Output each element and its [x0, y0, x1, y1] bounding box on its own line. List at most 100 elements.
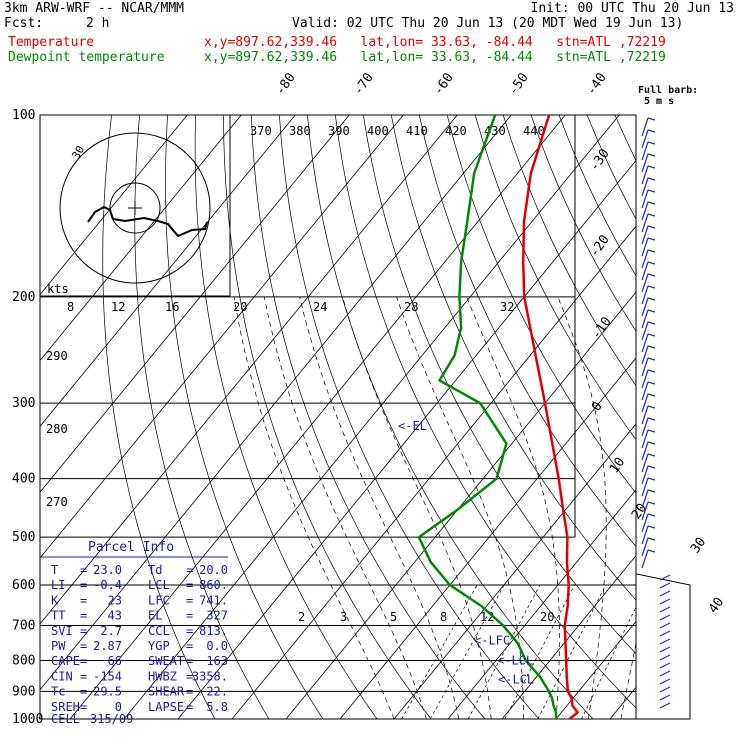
wind-barb — [641, 441, 649, 461]
wind-barb — [659, 694, 671, 701]
wind-barb — [641, 477, 649, 497]
wind-barb — [641, 513, 649, 533]
wind-barb — [641, 177, 649, 197]
parcel-info-panel: Parcel Info T = 23.0 Td = 20.0 LI = -0.4 LCL = 860. K… — [40, 540, 228, 726]
isotherm-label: -50 — [506, 70, 532, 98]
dry-adiabat — [474, 115, 636, 441]
parcel-equals: = — [80, 685, 87, 699]
init-time: Init: 00 UTC Thu 20 Jun 13 — [530, 1, 735, 16]
dry-adiabat — [390, 115, 636, 601]
level-marker: <-EL — [398, 419, 427, 433]
pressure-label: 200 — [12, 290, 35, 305]
wind-barb — [641, 369, 649, 389]
moist-adiabat — [620, 641, 636, 719]
mixing-ratio-line — [401, 584, 478, 719]
wind-barb — [641, 345, 649, 365]
moist-adiabat — [233, 296, 395, 719]
wind-barb-flag — [647, 117, 656, 121]
hodograph-ring-label: 30 — [69, 144, 87, 162]
parcel-equals: = — [186, 669, 193, 683]
forecast-hours: 2 h — [86, 16, 110, 31]
wind-barb — [641, 333, 649, 353]
parcel-value: -154 — [93, 669, 122, 683]
wind-barb-flag — [647, 201, 656, 205]
theta-label: 290 — [46, 349, 68, 363]
wind-barb — [659, 590, 671, 597]
wind-barb — [641, 141, 649, 161]
parcel-value: 315/09 — [90, 712, 133, 726]
wind-barb-flag — [647, 297, 656, 301]
parcel-equals: = — [80, 593, 87, 607]
mixing-ratio-line — [467, 584, 541, 719]
parcel-label: CELL — [51, 712, 80, 726]
isotherm — [40, 115, 350, 493]
mixing-ratio-line — [537, 584, 606, 719]
wind-barb — [641, 429, 649, 449]
wind-barb-flag — [647, 453, 656, 457]
theta-label: 280 — [46, 422, 68, 436]
isotherm-label: -30 — [587, 146, 613, 174]
wind-barb-flag — [647, 177, 656, 181]
isotherm — [40, 115, 458, 625]
temperature-location: x,y=897.62,339.46 lat,lon= 33.63, -84.44… — [204, 35, 666, 50]
parcel-label: LCL — [148, 578, 170, 592]
parcel-label: SHEAR — [148, 685, 185, 699]
wind-barb-flag — [647, 321, 656, 325]
speed-label: 12 — [111, 300, 125, 314]
isotherm-label: -70 — [351, 70, 377, 98]
wind-barb — [641, 321, 649, 341]
parcel-equals: = — [186, 609, 193, 623]
wind-barb-flag — [647, 309, 656, 313]
isotherm-label: 40 — [706, 595, 727, 616]
isotherm — [447, 489, 636, 719]
isotherm — [718, 115, 740, 719]
wind-barb-flag — [647, 153, 656, 157]
wind-barb-flag — [647, 429, 656, 433]
pressure-label: 400 — [12, 472, 35, 487]
parcel-value: 2.87 — [93, 639, 122, 653]
isotherm-label: 10 — [607, 455, 628, 476]
parcel-title: Parcel Info — [88, 540, 174, 555]
isotherm — [609, 686, 636, 719]
wind-barb — [659, 582, 671, 589]
dry-adiabat — [223, 115, 432, 719]
speed-label: 24 — [313, 300, 327, 314]
parcel-label: LI — [51, 578, 65, 592]
dry-adiabat — [446, 115, 636, 494]
parcel-equals: = — [186, 578, 193, 592]
parcel-equals: = — [186, 685, 193, 699]
wind-barb — [641, 129, 649, 149]
dry-adiabat — [502, 115, 636, 387]
pressure-label: 800 — [12, 653, 35, 668]
wind-barb — [641, 189, 649, 209]
wind-barb-flag — [647, 261, 656, 265]
theta-label: 390 — [328, 124, 350, 138]
dry-adiabat — [586, 115, 636, 220]
speed-label: 20 — [233, 300, 247, 314]
wind-barb — [659, 598, 671, 605]
hodograph-ring-inner — [109, 182, 161, 234]
wind-barb — [659, 702, 671, 709]
wind-barb-flag — [647, 129, 656, 133]
parcel-value: 813. — [199, 624, 228, 638]
parcel-equals: = — [80, 639, 87, 653]
theta-label: 410 — [406, 124, 428, 138]
dry-adiabat — [727, 115, 740, 732]
parcel-label: Td — [148, 563, 162, 577]
wind-barb — [641, 285, 649, 305]
wind-barb — [659, 574, 671, 581]
moist-adiabat — [263, 296, 427, 719]
parcel-equals: = — [80, 700, 87, 714]
dewpoint-line — [417, 115, 558, 719]
temperature-line — [521, 115, 579, 719]
mixing-ratio-label: 3 — [340, 610, 347, 624]
mixing-ratio-label: 8 — [440, 610, 447, 624]
dry-adiabat — [165, 115, 324, 719]
wind-barb — [659, 606, 671, 613]
wind-barb — [641, 153, 649, 173]
parcel-value: 3358. — [192, 669, 228, 683]
parcel-equals: = — [186, 639, 193, 653]
parcel-value: 5.8 — [206, 700, 228, 714]
wind-barb — [641, 357, 649, 377]
hodograph-unit-label: kts — [47, 282, 69, 296]
